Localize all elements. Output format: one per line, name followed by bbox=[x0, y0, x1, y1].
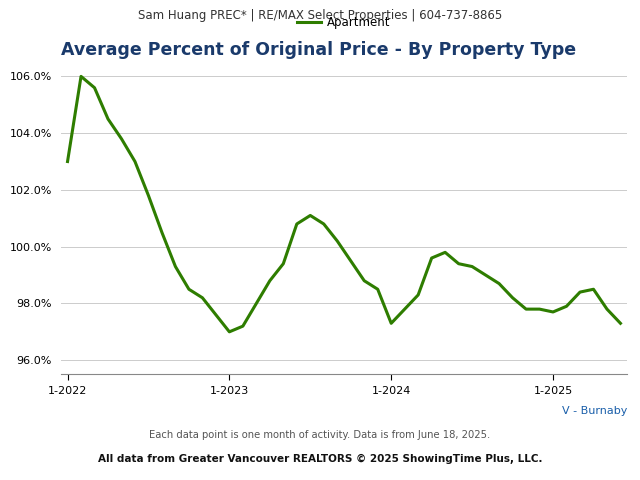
Text: V - Burnaby: V - Burnaby bbox=[562, 406, 627, 416]
Text: Each data point is one month of activity. Data is from June 18, 2025.: Each data point is one month of activity… bbox=[149, 430, 491, 440]
Legend: Apartment: Apartment bbox=[292, 12, 396, 34]
Text: Sam Huang PREC* | RE/MAX Select Properties | 604-737-8865: Sam Huang PREC* | RE/MAX Select Properti… bbox=[138, 9, 502, 22]
Text: All data from Greater Vancouver REALTORS © 2025 ShowingTime Plus, LLC.: All data from Greater Vancouver REALTORS… bbox=[98, 454, 542, 464]
Text: Average Percent of Original Price - By Property Type: Average Percent of Original Price - By P… bbox=[61, 41, 576, 59]
